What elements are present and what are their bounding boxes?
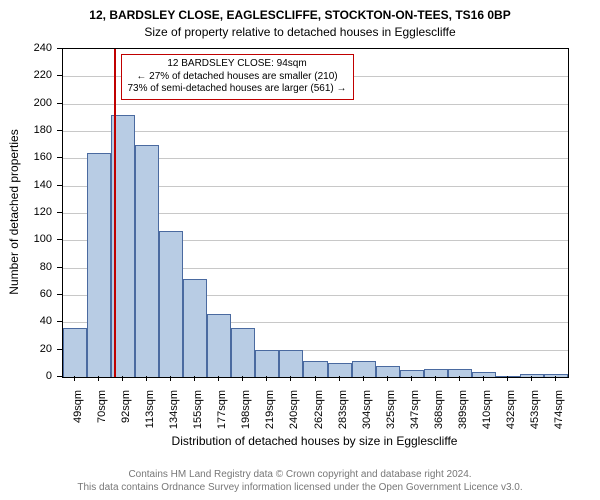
info-line-1: 12 BARDSLEY CLOSE: 94sqm [128,58,347,71]
x-tick-mark [74,376,75,381]
gridline [63,104,568,105]
x-tick-label: 325sqm [385,390,397,429]
x-tick-label: 453sqm [529,390,541,429]
y-tick-label: 140 [0,179,52,191]
page-subtitle: Size of property relative to detached ho… [0,25,600,39]
y-tick-mark [57,157,62,158]
x-tick-mark [483,376,484,381]
x-tick-label: 177sqm [216,390,228,429]
y-tick-label: 20 [0,343,52,355]
gridline [63,131,568,132]
y-tick-mark [57,239,62,240]
x-tick-label: 155sqm [192,390,204,429]
x-tick-label: 410sqm [481,390,493,429]
x-tick-mark [339,376,340,381]
x-tick-label: 240sqm [288,390,300,429]
x-tick-label: 92sqm [120,390,132,423]
y-tick-mark [57,185,62,186]
x-tick-label: 198sqm [240,390,252,429]
x-tick-mark [507,376,508,381]
y-tick-label: 100 [0,233,52,245]
x-tick-mark [290,376,291,381]
x-tick-mark [435,376,436,381]
histogram-bar [352,361,376,377]
x-tick-mark [459,376,460,381]
histogram-bar [255,350,279,377]
info-line-2: ← 27% of detached houses are smaller (21… [128,71,347,84]
x-tick-mark [146,376,147,381]
x-tick-label: 432sqm [505,390,517,429]
x-tick-mark [266,376,267,381]
y-tick-label: 120 [0,206,52,218]
x-tick-label: 283sqm [337,390,349,429]
x-tick-mark [98,376,99,381]
marker-line [114,49,116,377]
x-tick-label: 134sqm [168,390,180,429]
credits: Contains HM Land Registry data © Crown c… [0,468,600,494]
x-tick-label: 368sqm [433,390,445,429]
y-tick-mark [57,349,62,350]
x-tick-label: 70sqm [96,390,108,423]
x-tick-label: 304sqm [361,390,373,429]
x-tick-label: 219sqm [264,390,276,429]
x-tick-label: 113sqm [144,390,156,428]
y-tick-mark [57,103,62,104]
y-tick-label: 40 [0,315,52,327]
credits-line-2: This data contains Ordnance Survey infor… [0,481,600,494]
y-tick-label: 200 [0,97,52,109]
histogram-bar [231,328,255,377]
y-tick-mark [57,267,62,268]
chart-container: 12, BARDSLEY CLOSE, EAGLESCLIFFE, STOCKT… [0,0,600,500]
y-tick-mark [57,321,62,322]
x-tick-mark [170,376,171,381]
histogram-bar [159,231,183,377]
x-tick-mark [315,376,316,381]
y-tick-mark [57,48,62,49]
y-tick-label: 60 [0,288,52,300]
x-tick-label: 347sqm [409,390,421,429]
histogram-bar [135,145,159,377]
histogram-bar [303,361,327,377]
x-tick-label: 389sqm [457,390,469,429]
x-tick-mark [411,376,412,381]
y-tick-label: 0 [0,370,52,382]
x-tick-label: 474sqm [553,390,565,429]
y-tick-mark [57,294,62,295]
y-tick-label: 80 [0,261,52,273]
y-tick-mark [57,130,62,131]
x-tick-mark [218,376,219,381]
x-tick-label: 262sqm [313,390,325,429]
credits-line-1: Contains HM Land Registry data © Crown c… [0,468,600,481]
x-tick-mark [363,376,364,381]
histogram-bar [183,279,207,377]
y-tick-mark [57,212,62,213]
y-tick-mark [57,376,62,377]
page-title: 12, BARDSLEY CLOSE, EAGLESCLIFFE, STOCKT… [0,8,600,22]
x-axis-label: Distribution of detached houses by size … [172,434,458,448]
x-tick-mark [555,376,556,381]
histogram-bar [328,363,352,377]
histogram-bar [207,314,231,377]
x-tick-mark [531,376,532,381]
info-line-3: 73% of semi-detached houses are larger (… [128,83,347,96]
y-tick-label: 180 [0,124,52,136]
x-tick-mark [242,376,243,381]
histogram-bar [87,153,111,377]
histogram-bar [63,328,87,377]
x-tick-mark [194,376,195,381]
y-tick-label: 160 [0,151,52,163]
x-tick-mark [122,376,123,381]
y-tick-label: 220 [0,69,52,81]
y-tick-label: 240 [0,42,52,54]
x-tick-mark [387,376,388,381]
info-box: 12 BARDSLEY CLOSE: 94sqm← 27% of detache… [121,54,354,100]
histogram-bar [279,350,303,377]
y-tick-mark [57,75,62,76]
x-tick-label: 49sqm [72,390,84,423]
